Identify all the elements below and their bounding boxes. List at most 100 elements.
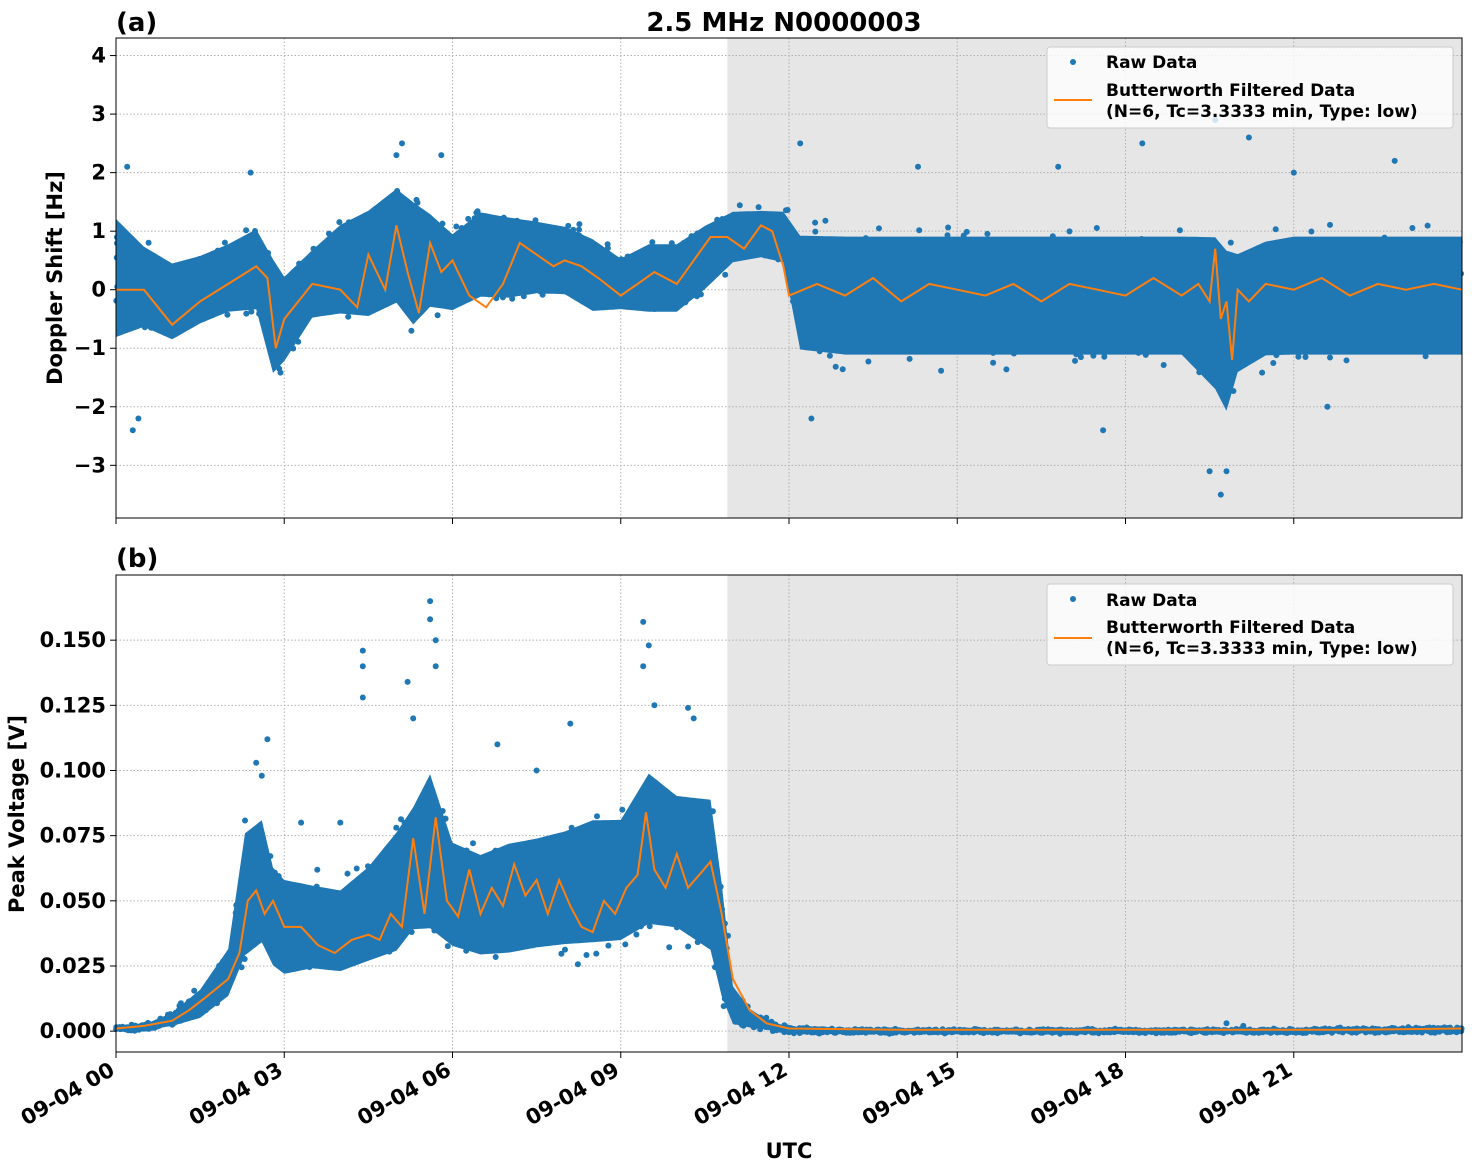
panel-a-legend: Raw Data Butterworth Filtered Data (N=6,… [1046,46,1454,129]
raw-data-point [242,817,248,824]
y-tick-label: 2 [91,161,106,185]
raw-data-point [398,816,404,823]
raw-data-point [1409,225,1416,231]
panel-a-ylabel: Doppler Shift [Hz] [43,171,67,385]
raw-data-point [243,310,250,317]
raw-data-point [906,355,913,362]
raw-data-point [1217,491,1224,498]
raw-data-point [336,219,343,226]
raw-data-point [124,163,131,170]
panel-b-label: (b) [116,544,158,574]
raw-data-point [984,230,991,237]
raw-data-point [812,228,819,235]
raw-data-point [145,239,152,246]
raw-data-point [414,199,421,206]
raw-data-point [1327,221,1333,228]
raw-data-point [1077,354,1084,361]
raw-data-point [1160,362,1167,368]
raw-data-point [399,140,405,147]
raw-data-point [945,224,952,231]
raw-data-point [797,140,804,147]
raw-data-point [604,241,611,248]
raw-data-point [839,366,846,373]
raw-data-point [1227,239,1234,246]
raw-data-point [1343,357,1350,364]
panel-b: (b) Peak Voltage [V] 0.0000.0250.0500.07… [5,544,1465,1163]
raw-data-point [685,943,692,950]
raw-data-point [470,840,476,847]
raw-data-point [1391,157,1398,164]
raw-data-point [1324,403,1331,410]
raw-data-point [1003,366,1010,373]
raw-data-point [1302,354,1309,360]
raw-data-point [619,806,626,813]
raw-data-point [990,359,997,366]
raw-data-point [963,228,970,235]
raw-data-point [453,223,460,230]
legend-filtered-label-1: Butterworth Filtered Data [1106,81,1355,101]
raw-data-point [865,358,872,365]
raw-data-point [633,931,640,938]
raw-data-point [1066,228,1073,235]
raw-data-point [1295,353,1302,360]
raw-data-point [1072,357,1078,364]
panel-a-label: (a) [116,8,157,38]
raw-data-point [344,870,351,877]
raw-data-point [1290,169,1297,176]
raw-data-point [558,950,565,957]
raw-data-point [224,311,231,318]
filtered-data-line [116,224,1463,361]
raw-data-point [832,363,839,370]
raw-data-point [622,941,629,948]
legend-raw-marker [1070,59,1076,65]
raw-data-point [353,865,360,872]
raw-data-point [812,219,819,226]
raw-data-point [1270,360,1277,366]
raw-data-point [876,225,882,232]
raw-data-point [129,427,136,434]
y-tick-label: −1 [74,336,106,360]
raw-data-point [1100,427,1107,434]
raw-data-point [1206,468,1213,475]
raw-data-point [649,239,656,246]
raw-data-point [722,271,729,278]
raw-data-point [755,204,762,211]
legend-filtered-label-2: (N=6, Tc=3.3333 min, Type: low) [1106,102,1418,122]
raw-data-point [277,369,284,376]
raw-data-point [593,950,600,957]
raw-data-point [1176,227,1183,234]
legend-raw-label: Raw Data [1106,53,1197,73]
panel-a: (a) 2.5 MHz N0000003 Doppler Shift [Hz] … [43,8,1464,524]
raw-data-point [938,367,945,374]
raw-data-point [1093,225,1100,231]
chart-title: 2.5 MHz N0000003 [646,8,921,38]
raw-data-point [408,327,415,334]
raw-data-series [113,117,1464,498]
raw-data-point [1245,134,1252,141]
panel-b-ylabel: Peak Voltage [V] [5,715,29,913]
y-tick-label: 4 [91,44,106,68]
legend-box [1046,46,1454,129]
raw-data-point [1139,140,1146,147]
raw-data-point [1422,353,1429,360]
raw-data-point [594,813,600,820]
raw-data-point [393,152,400,159]
raw-data-point [465,215,472,222]
raw-data-point [191,987,198,994]
raw-data-point [438,152,445,159]
raw-data-point [221,239,228,246]
raw-data-point [473,209,480,216]
raw-data-point [444,943,451,950]
y-tick-label: −2 [74,395,106,419]
y-tick-label: 1 [91,219,106,243]
raw-data-point [605,942,612,949]
raw-data-point [243,227,250,234]
raw-data-point [345,313,352,320]
raw-data-point [1308,228,1315,235]
raw-data-point [314,866,321,873]
raw-data-point [736,202,743,209]
raw-data-point [1259,369,1266,376]
y-tick-label: 3 [91,102,106,126]
raw-data-point [666,944,673,951]
